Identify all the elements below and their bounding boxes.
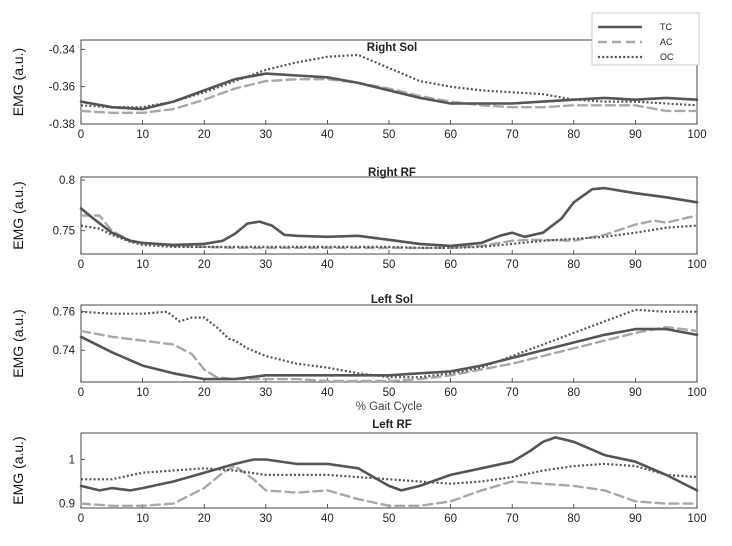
x-tick-label: 30: [259, 387, 272, 399]
x-tick-label: 30: [259, 259, 272, 271]
x-tick-label: 60: [444, 259, 457, 271]
panel-title-right-rf: Right RF: [368, 167, 416, 179]
y-tick-label: 1: [69, 454, 75, 466]
x-tick-label: 60: [444, 513, 457, 525]
series-ac-right-sol: [79, 77, 699, 115]
x-tick-label: 0: [78, 259, 84, 271]
series-tc-right-rf: [79, 186, 699, 248]
y-tick-label: -0.34: [49, 44, 76, 56]
x-tick-label: 90: [629, 513, 642, 525]
x-tick-label: 30: [259, 129, 272, 141]
x-tick-label: 90: [629, 129, 642, 141]
x-tick-label: 40: [321, 387, 334, 399]
series-tc-left-sol: [79, 327, 699, 381]
panel-title-left-sol: Left Sol: [371, 294, 413, 306]
series-ac-right-rf: [79, 214, 699, 250]
panel-right-rf: 0 10 20 30 40 50 60 70 80 90 100 0.8 0.75 Right RF EMG…: [10, 167, 707, 271]
legend-box: [591, 12, 700, 66]
legend-label-oc: OC: [660, 52, 674, 62]
x-tick-label: 60: [444, 129, 457, 141]
x-axis-label: % Gait Cycle: [356, 401, 422, 413]
y-tick-label: 0.74: [53, 345, 76, 357]
y-axis-label-left-rf: EMG (a.u.): [10, 436, 26, 504]
x-tick-label: 100: [687, 259, 706, 271]
y-tick-label: -0.36: [49, 82, 75, 94]
panel-left-sol: 0 10 20 30 40 50 60 70 80 90 100 0.76 0.74 Left Sol EM…: [10, 294, 707, 413]
x-tick-label: 40: [321, 259, 334, 271]
x-tick-label: 80: [567, 129, 580, 141]
x-tick-label: 10: [136, 387, 149, 399]
x-tick-label: 100: [687, 129, 706, 141]
x-tick-label: 20: [198, 513, 211, 525]
x-tick-label: 80: [567, 387, 580, 399]
x-tick-label: 90: [629, 259, 642, 271]
x-tick-label: 70: [506, 387, 519, 399]
legend-label-ac: AC: [660, 37, 673, 47]
y-tick-label: 0.8: [59, 175, 75, 187]
x-tick-label: 20: [198, 129, 211, 141]
x-tick-label: 30: [259, 513, 272, 525]
x-tick-label: 0: [78, 513, 84, 525]
y-axis-label-right-sol: EMG (a.u.): [10, 48, 26, 116]
series-tc-left-rf: [79, 436, 699, 492]
legend-label-tc: TC: [660, 22, 672, 32]
x-tick-label: 50: [383, 259, 396, 271]
x-tick-label: 50: [383, 129, 396, 141]
x-tick-label: 70: [506, 129, 519, 141]
y-tick-label: -0.38: [49, 119, 75, 131]
x-tick-label: 80: [567, 513, 580, 525]
y-axis-label-left-sol: EMG (a.u.): [10, 309, 26, 377]
series-tc-right-sol: [79, 72, 699, 111]
x-tick-label: 40: [321, 129, 334, 141]
panel-title-left-rf: Left RF: [372, 419, 412, 431]
y-tick-label: 0.75: [53, 226, 75, 238]
x-tick-label: 70: [506, 259, 519, 271]
x-tick-label: 10: [136, 259, 149, 271]
panel-title-right-sol: Right Sol: [367, 42, 417, 54]
x-tick-label: 50: [383, 513, 396, 525]
panel-right-sol: 0 10 20 30 40 50 60 70 80 90 100 -0.34 -0.36 -0.38 Rig…: [10, 39, 707, 141]
x-tick-label: 20: [198, 259, 211, 271]
x-tick-label: 20: [198, 387, 211, 399]
x-tick-label: 100: [687, 513, 706, 525]
series-ac-left-sol: [79, 325, 699, 383]
series-oc-right-rf: [80, 224, 698, 249]
x-tick-label: 10: [136, 129, 149, 141]
x-tick-label: 90: [629, 387, 642, 399]
x-tick-label: 70: [506, 513, 519, 525]
x-tick-label: 40: [321, 513, 334, 525]
x-tick-label: 60: [444, 387, 457, 399]
x-tick-label: 0: [78, 129, 84, 141]
y-tick-label: 0.9: [59, 499, 75, 511]
y-tick-label: 0.76: [53, 307, 75, 319]
series-ac-left-rf: [79, 464, 699, 507]
x-tick-label: 0: [78, 387, 84, 399]
series-oc-left-sol: [80, 308, 697, 379]
panel-left-rf: 0 10 20 30 40 50 60 70 80 90 100 1 0.9 Left RF EMG (a.…: [10, 419, 707, 525]
x-tick-label: 10: [136, 513, 149, 525]
x-tick-label: 80: [567, 259, 580, 271]
y-axis-label-right-rf: EMG (a.u.): [10, 181, 26, 249]
x-tick-label: 50: [383, 387, 396, 399]
legend: TC AC OC: [591, 12, 700, 66]
x-tick-label: 100: [687, 387, 706, 399]
